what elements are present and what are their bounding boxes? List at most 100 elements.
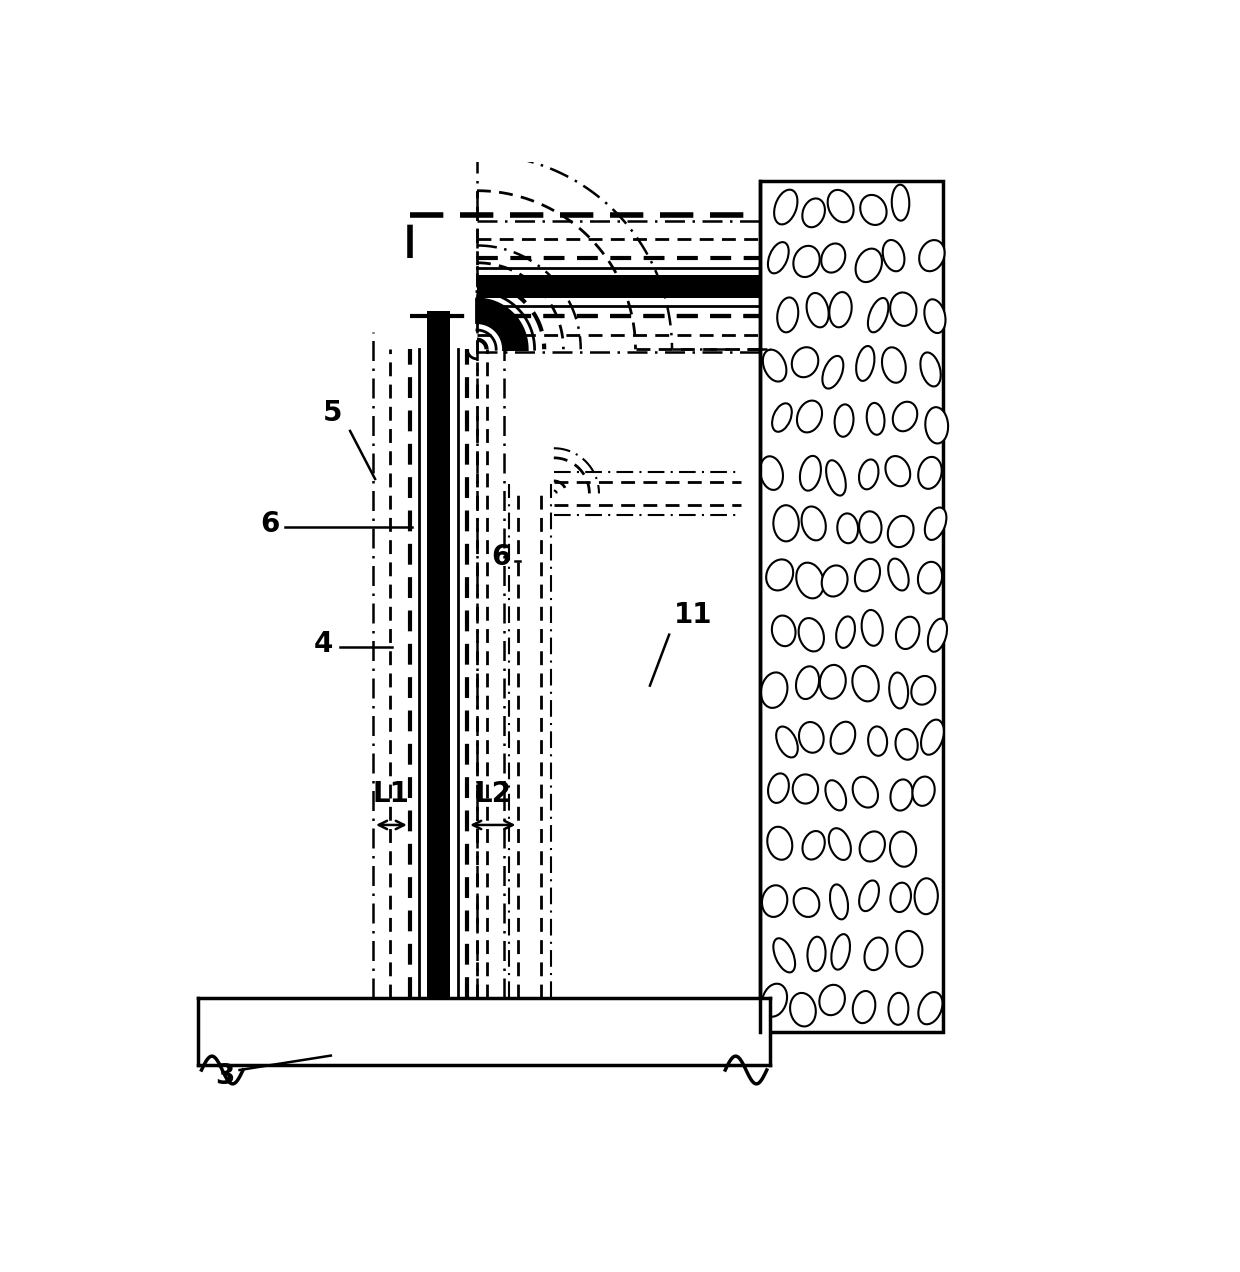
Ellipse shape: [859, 511, 882, 543]
Ellipse shape: [821, 243, 846, 272]
Ellipse shape: [897, 931, 923, 967]
Ellipse shape: [918, 562, 942, 594]
Ellipse shape: [766, 560, 794, 590]
Ellipse shape: [853, 991, 875, 1023]
Text: 6: 6: [491, 543, 511, 571]
Ellipse shape: [925, 508, 946, 539]
Ellipse shape: [768, 773, 789, 803]
Ellipse shape: [796, 562, 823, 598]
Ellipse shape: [861, 195, 887, 225]
Ellipse shape: [890, 293, 916, 326]
Ellipse shape: [774, 939, 795, 972]
Ellipse shape: [760, 457, 782, 490]
Ellipse shape: [774, 190, 797, 224]
Ellipse shape: [776, 726, 797, 757]
Ellipse shape: [773, 403, 792, 431]
Ellipse shape: [868, 726, 887, 756]
Ellipse shape: [864, 937, 888, 971]
Ellipse shape: [797, 401, 822, 432]
Ellipse shape: [831, 721, 856, 754]
Ellipse shape: [892, 184, 909, 220]
Ellipse shape: [794, 245, 820, 277]
Ellipse shape: [911, 675, 935, 705]
Ellipse shape: [859, 880, 879, 911]
Ellipse shape: [925, 407, 949, 444]
Ellipse shape: [885, 457, 910, 486]
Ellipse shape: [777, 298, 799, 332]
Ellipse shape: [915, 878, 937, 915]
Text: 3: 3: [216, 1062, 234, 1090]
Ellipse shape: [918, 457, 941, 488]
Ellipse shape: [792, 775, 818, 804]
Ellipse shape: [768, 242, 789, 273]
Ellipse shape: [761, 673, 787, 709]
Ellipse shape: [771, 616, 796, 646]
Ellipse shape: [888, 558, 909, 590]
Text: L2: L2: [474, 780, 511, 808]
Ellipse shape: [867, 403, 884, 435]
Ellipse shape: [897, 617, 919, 649]
Bar: [760, 181, 942, 1032]
Text: L1: L1: [373, 780, 410, 808]
Ellipse shape: [893, 402, 918, 431]
Ellipse shape: [800, 455, 821, 491]
Ellipse shape: [835, 404, 853, 436]
Text: 11: 11: [675, 602, 713, 630]
Ellipse shape: [919, 992, 942, 1024]
Ellipse shape: [830, 293, 852, 327]
Text: 6: 6: [260, 510, 280, 538]
Bar: [477, 275, 760, 299]
Ellipse shape: [924, 299, 946, 333]
Ellipse shape: [868, 298, 888, 332]
Ellipse shape: [802, 831, 825, 860]
Ellipse shape: [890, 780, 913, 810]
Ellipse shape: [830, 884, 848, 920]
Ellipse shape: [889, 673, 908, 709]
Ellipse shape: [913, 777, 935, 806]
Ellipse shape: [774, 505, 799, 542]
Ellipse shape: [796, 667, 820, 700]
Ellipse shape: [862, 611, 883, 646]
Ellipse shape: [856, 248, 882, 282]
Ellipse shape: [806, 293, 828, 327]
Ellipse shape: [837, 514, 858, 543]
Ellipse shape: [856, 346, 874, 380]
Ellipse shape: [826, 780, 846, 810]
Ellipse shape: [792, 347, 818, 378]
Ellipse shape: [888, 516, 914, 547]
Ellipse shape: [921, 720, 944, 754]
Ellipse shape: [827, 190, 853, 223]
Ellipse shape: [763, 350, 786, 382]
Ellipse shape: [852, 667, 879, 701]
Ellipse shape: [801, 506, 826, 541]
Polygon shape: [198, 999, 770, 1065]
Ellipse shape: [853, 777, 878, 808]
Ellipse shape: [807, 936, 826, 971]
Ellipse shape: [761, 983, 787, 1016]
Ellipse shape: [802, 198, 825, 228]
Ellipse shape: [794, 888, 820, 917]
Ellipse shape: [882, 347, 905, 383]
Ellipse shape: [768, 827, 792, 860]
Ellipse shape: [920, 352, 941, 387]
Bar: [427, 310, 450, 999]
Ellipse shape: [826, 460, 846, 496]
Ellipse shape: [883, 240, 904, 271]
Ellipse shape: [854, 558, 880, 591]
Ellipse shape: [822, 356, 843, 388]
Ellipse shape: [831, 934, 849, 969]
Ellipse shape: [761, 885, 787, 917]
Text: 4: 4: [314, 630, 332, 658]
Ellipse shape: [928, 618, 947, 651]
Ellipse shape: [828, 828, 851, 860]
Ellipse shape: [919, 240, 945, 271]
Ellipse shape: [888, 993, 909, 1025]
Ellipse shape: [799, 618, 823, 651]
Ellipse shape: [859, 459, 878, 490]
Text: 5: 5: [324, 399, 342, 427]
Ellipse shape: [895, 729, 918, 759]
Ellipse shape: [820, 665, 846, 698]
Ellipse shape: [859, 832, 885, 861]
Ellipse shape: [790, 993, 816, 1027]
Ellipse shape: [820, 985, 844, 1015]
